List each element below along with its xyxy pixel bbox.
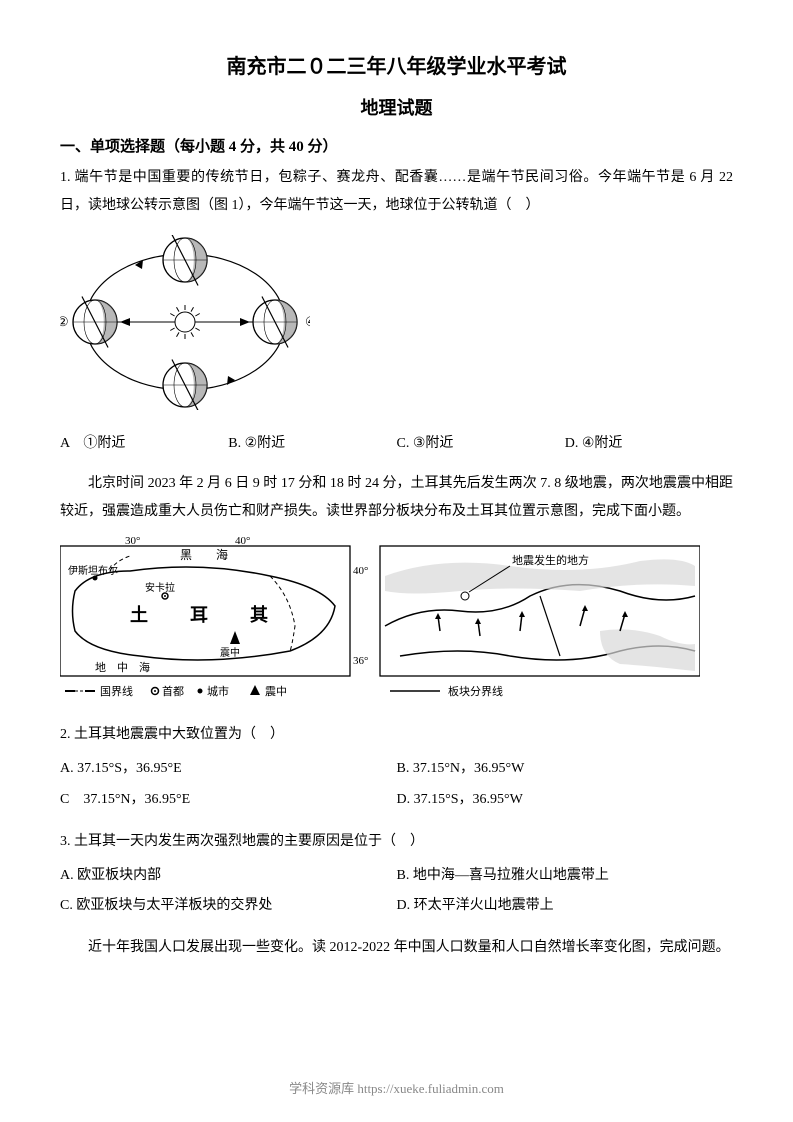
q3-option-d: D. 环太平洋火山地震带上	[397, 891, 734, 922]
svg-text:伊斯坦布尔: 伊斯坦布尔	[68, 564, 118, 577]
q2-option-a: A. 37.15°S，36.95°E	[60, 754, 397, 785]
q3-option-b: B. 地中海—喜马拉雅火山地震带上	[397, 861, 734, 892]
svg-text:④: ④	[305, 314, 310, 329]
q2-option-d: D. 37.15°S，36.95°W	[397, 785, 734, 816]
svg-text:①: ①	[180, 235, 192, 237]
q2-option-b: B. 37.15°N，36.95°W	[397, 754, 734, 785]
main-title: 南充市二０二三年八年级学业水平考试	[60, 50, 733, 79]
svg-text:36°: 36°	[353, 655, 368, 667]
svg-text:安卡拉: 安卡拉	[145, 581, 175, 594]
svg-text:地 中 海: 地 中 海	[95, 660, 150, 674]
svg-text:土: 土	[130, 605, 148, 625]
question-2-text: 2. 土耳其地震震中大致位置为（ ）	[60, 721, 733, 749]
map-diagram: 30°40°40°36°黑 海地 中 海土耳其伊斯坦布尔安卡拉震中国界线首都城市…	[60, 536, 733, 706]
svg-text:30°: 30°	[125, 536, 140, 547]
svg-text:震中: 震中	[220, 646, 240, 659]
q1-option-a: A ①附近	[60, 430, 228, 458]
question-1-text: 1. 端午节是中国重要的传统节日，包粽子、赛龙舟、配香囊……是端午节民间习俗。今…	[60, 164, 733, 220]
svg-text:其: 其	[250, 605, 268, 625]
sub-title: 地理试题	[60, 94, 733, 120]
svg-text:板块分界线: 板块分界线	[448, 684, 503, 698]
question-1-options: A ①附近 B. ②附近 C. ③附近 D. ④附近	[60, 430, 733, 458]
svg-text:耳: 耳	[190, 605, 208, 625]
svg-text:40°: 40°	[353, 565, 368, 577]
svg-text:②: ②	[60, 314, 69, 329]
svg-text:城市: 城市	[207, 684, 229, 698]
q1-option-c: C. ③附近	[397, 430, 565, 458]
question-2-options-row1: A. 37.15°S，36.95°E B. 37.15°N，36.95°W	[60, 754, 733, 785]
passage-3-text: 近十年我国人口发展出现一些变化。读 2012-2022 年中国人口数量和人口自然…	[60, 934, 733, 962]
svg-text:震中: 震中	[265, 685, 287, 698]
orbit-diagram: ① ② ③ ④	[60, 235, 733, 415]
svg-text:国界线: 国界线	[100, 684, 133, 698]
passage-2-text: 北京时间 2023 年 2 月 6 日 9 时 17 分和 18 时 24 分，…	[60, 470, 733, 526]
svg-text:40°: 40°	[235, 536, 250, 547]
q3-option-a: A. 欧亚板块内部	[60, 861, 397, 892]
svg-text:黑 海: 黑 海	[180, 547, 228, 562]
q3-option-c: C. 欧亚板块与太平洋板块的交界处	[60, 891, 397, 922]
svg-text:地震发生的地方: 地震发生的地方	[512, 553, 589, 567]
q1-option-b: B. ②附近	[228, 430, 396, 458]
question-3-text: 3. 土耳其一天内发生两次强烈地震的主要原因是位于（ ）	[60, 828, 733, 856]
q1-option-d: D. ④附近	[565, 430, 733, 458]
question-3-options-row2: C. 欧亚板块与太平洋板块的交界处 D. 环太平洋火山地震带上	[60, 891, 733, 922]
section-1-header: 一、单项选择题（每小题 4 分，共 40 分）	[60, 135, 733, 156]
question-2-options-row2: C 37.15°N，36.95°E D. 37.15°S，36.95°W	[60, 785, 733, 816]
svg-text:③: ③	[180, 409, 192, 410]
page-footer: 学科资源库 https://xueke.fuliadmin.com	[0, 1078, 793, 1097]
svg-text:首都: 首都	[162, 684, 184, 698]
question-3-options-row1: A. 欧亚板块内部 B. 地中海—喜马拉雅火山地震带上	[60, 861, 733, 892]
q2-option-c: C 37.15°N，36.95°E	[60, 785, 397, 816]
